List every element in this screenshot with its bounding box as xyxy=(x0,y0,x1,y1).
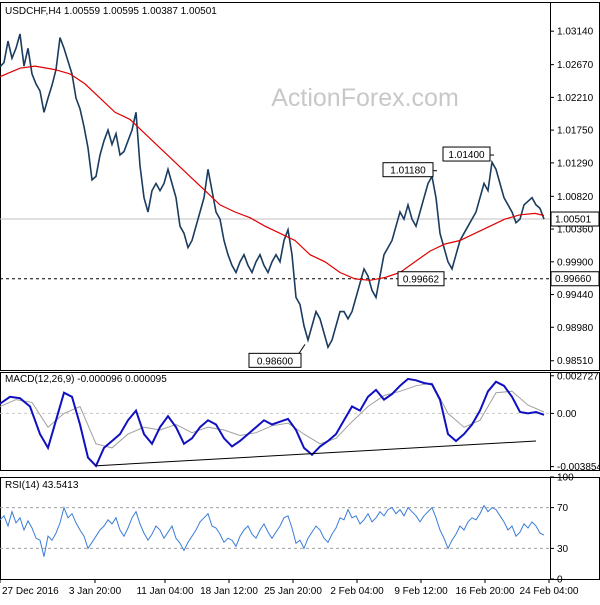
price-y-tick-label: 1.00360 xyxy=(557,225,594,236)
macd-signal-line xyxy=(0,382,545,449)
price-y-tick-label: 0.99900 xyxy=(557,257,594,268)
x-tick-label: 24 Feb 04:00 xyxy=(520,586,579,597)
x-tick-label: 25 Jan 20:00 xyxy=(264,586,322,597)
macd-header: MACD(12,26,9) -0.000096 0.000095 xyxy=(5,374,167,385)
price-y-tick-label: 0.98980 xyxy=(557,323,594,334)
price-y-tick-label: 1.00820 xyxy=(557,192,594,203)
annotation-leader xyxy=(298,344,306,354)
support-price-label-box xyxy=(550,271,600,287)
rsi-header: RSI(14) 43.5413 xyxy=(5,480,79,491)
rsi-y-tick-label: 30 xyxy=(557,544,569,555)
price-y-tick-label: 1.02670 xyxy=(557,60,594,71)
rsi-y-tick-label: 0 xyxy=(557,575,563,586)
rsi-line xyxy=(0,504,545,557)
price-y-tick-label: 0.98510 xyxy=(557,356,594,367)
annotation-label: 0.99662 xyxy=(403,275,440,286)
annotation-label: 1.01400 xyxy=(448,150,485,161)
annotation-box xyxy=(442,146,491,162)
main-panel-frame xyxy=(0,2,600,371)
macd-panel-frame xyxy=(0,372,600,471)
price-y-tick-label: 1.02210 xyxy=(557,93,594,104)
macd-y-tick-label: 0.002727 xyxy=(557,371,599,382)
annotation-box xyxy=(248,352,302,368)
macd-y-tick-label: 0.00 xyxy=(557,409,577,420)
current-price-label-box xyxy=(550,211,600,227)
macd-y-tick-label: -0.003854 xyxy=(557,462,600,473)
price-header: USDCHF,H4 1.00559 1.00595 1.00387 1.0050… xyxy=(5,6,217,17)
x-tick-label: 27 Dec 2016 xyxy=(2,586,59,597)
macd-line xyxy=(0,377,545,468)
annotation-label: 0.98600 xyxy=(257,356,294,367)
rsi-y-tick-label: 70 xyxy=(557,503,569,514)
macd-trendline xyxy=(94,440,537,467)
x-tick-label: 2 Feb 04:00 xyxy=(330,586,384,597)
x-tick-label: 9 Feb 12:00 xyxy=(394,586,448,597)
moving-average-line xyxy=(0,65,545,281)
support-price-label: 0.99660 xyxy=(555,274,592,285)
x-tick-label: 11 Jan 04:00 xyxy=(136,586,194,597)
watermark-text: ActionForex.com xyxy=(271,84,459,112)
x-tick-label: 18 Jan 12:00 xyxy=(200,586,258,597)
rsi-y-tick-label: 100 xyxy=(557,473,574,484)
annotation-box xyxy=(397,271,445,287)
annotation-label: 1.01180 xyxy=(390,166,426,177)
price-y-tick-label: 1.01750 xyxy=(557,126,594,137)
x-tick-label: 16 Feb 20:00 xyxy=(456,586,515,597)
price-y-tick-label: 0.99440 xyxy=(557,290,594,301)
price-y-tick-label: 1.03140 xyxy=(557,27,594,38)
annotation-box xyxy=(382,162,434,178)
price-y-tick-label: 1.01290 xyxy=(557,158,594,169)
current-price-label: 1.00501 xyxy=(555,215,592,226)
price-series xyxy=(0,33,545,350)
x-tick-label: 3 Jan 20:00 xyxy=(69,586,122,597)
